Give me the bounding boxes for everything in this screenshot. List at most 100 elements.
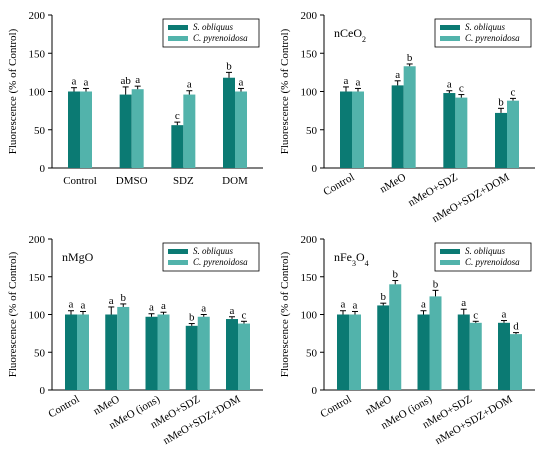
legend-box [434, 242, 532, 272]
legend-swatch [440, 36, 460, 41]
bar [455, 97, 468, 168]
y-axis-label: Fluorescence (% of Control) [279, 28, 291, 154]
significance-letter: a [421, 299, 426, 311]
significance-letter: b [189, 312, 195, 324]
bar [457, 314, 470, 390]
legend-box [162, 242, 260, 272]
significance-letter: a [81, 299, 86, 311]
bar [507, 100, 519, 168]
x-tick-label: SDZ [173, 175, 194, 187]
significance-letter: a [201, 303, 206, 315]
panel-label-subscript: 3 [352, 259, 356, 268]
bar [235, 91, 247, 168]
bar [105, 314, 118, 390]
significance-letter: a [356, 76, 361, 88]
y-tick-label: 150 [301, 272, 318, 284]
y-tick-label: 200 [29, 10, 46, 22]
significance-letter: a [135, 74, 140, 86]
bar [429, 296, 442, 390]
legend-swatch [440, 25, 460, 30]
bar [498, 322, 510, 390]
bar [131, 89, 144, 168]
significance-letter: a [72, 76, 77, 88]
y-tick-label: 50 [34, 125, 46, 137]
significance-letter: c [242, 309, 247, 321]
y-axis-label: Fluorescence (% of Control) [279, 251, 291, 377]
bar [145, 316, 158, 390]
y-tick-label: 100 [29, 310, 46, 322]
legend-label: S. obliquus [465, 246, 506, 256]
y-tick-label: 0 [312, 163, 318, 175]
legend-label: S. obliquus [193, 22, 234, 32]
bar [197, 316, 210, 390]
bar [238, 323, 250, 390]
bar [77, 314, 89, 390]
panel-label-subscript: 4 [365, 259, 369, 268]
bar [157, 314, 170, 390]
bar [495, 112, 507, 168]
x-tick-label: DMSO [116, 175, 148, 187]
significance-letter: a [149, 302, 154, 314]
x-tick-label: Control [63, 175, 97, 187]
bar [389, 284, 402, 390]
legend-swatch [168, 36, 188, 41]
legend-label: C. pyrenoidosa [193, 33, 248, 43]
y-axis-label: Fluorescence (% of Control) [7, 251, 19, 377]
panel-label: nMgO [62, 250, 94, 264]
y-tick-label: 0 [312, 385, 318, 397]
bar [80, 91, 92, 168]
significance-letter: a [341, 299, 346, 311]
significance-letter: ab [120, 75, 131, 87]
significance-letter: c [473, 309, 478, 321]
significance-letter: a [461, 297, 466, 309]
bar [65, 314, 77, 390]
significance-letter: b [407, 52, 413, 64]
bar [119, 94, 132, 168]
legend-swatch [440, 249, 460, 254]
chart-panel-2: 0 50 100 150 200 Fluorescence (% of Control) a… [279, 10, 535, 225]
x-tick-label: nMeO [91, 393, 121, 417]
significance-letter: b [121, 292, 127, 304]
significance-letter: a [447, 79, 452, 91]
bar [469, 322, 482, 390]
bar [510, 334, 522, 390]
bar [417, 314, 430, 390]
bar [403, 66, 416, 168]
bar [183, 94, 196, 168]
y-tick-label: 50 [34, 347, 46, 359]
significance-letter: a [84, 76, 89, 88]
significance-letter: b [226, 60, 232, 72]
y-tick-label: 200 [29, 234, 46, 246]
y-tick-label: 100 [29, 87, 46, 99]
significance-letter: b [393, 269, 399, 281]
legend-swatch [168, 249, 188, 254]
legend-label: S. obliquus [193, 246, 234, 256]
significance-letter: c [459, 83, 464, 95]
bar [391, 85, 404, 168]
y-tick-label: 200 [301, 234, 318, 246]
significance-letter: b [433, 278, 439, 290]
significance-letter: a [161, 300, 166, 312]
legend-swatch [440, 260, 460, 265]
y-tick-label: 100 [301, 310, 318, 322]
panel-label-main: O [356, 250, 365, 264]
panel-label: nCeO2 [334, 26, 366, 44]
x-tick-label: Control [321, 171, 356, 198]
x-tick-label: nMeO [363, 393, 393, 417]
bar [443, 93, 456, 168]
significance-letter: b [381, 291, 387, 303]
significance-letter: b [498, 96, 504, 108]
bar [340, 91, 352, 168]
significance-letter: c [511, 86, 516, 98]
bar [226, 319, 238, 390]
chart-panel-1: 0 50 100 150 200 Fluorescence (% of Control) a… [7, 10, 263, 187]
y-tick-label: 50 [306, 347, 318, 359]
bar [349, 314, 361, 390]
y-tick-label: 0 [40, 163, 46, 175]
bar [117, 306, 130, 390]
significance-letter: a [353, 299, 358, 311]
y-tick-label: 100 [301, 87, 318, 99]
x-tick-label: Control [46, 393, 81, 420]
legend-box [434, 18, 532, 48]
